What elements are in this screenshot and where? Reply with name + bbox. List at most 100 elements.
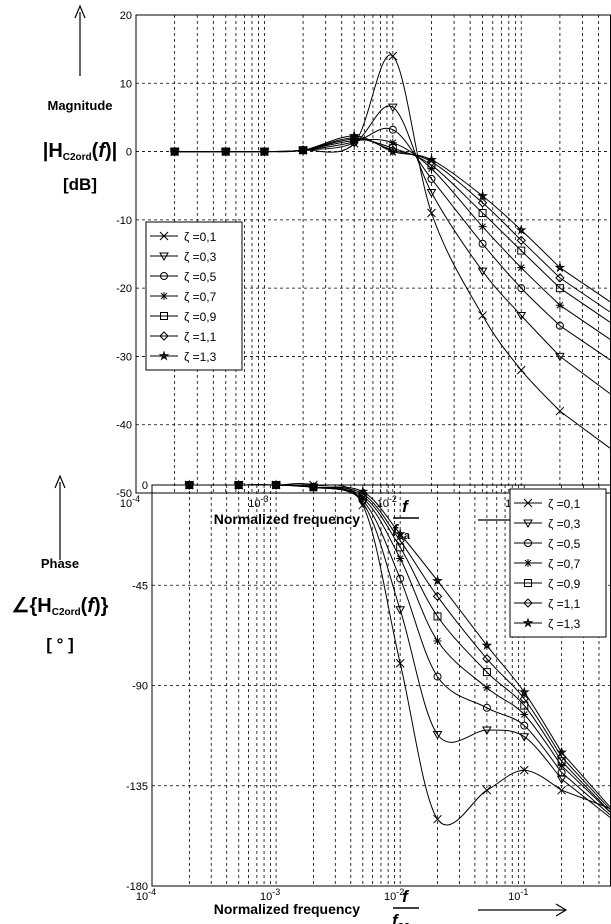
data-point-marker [518, 686, 530, 697]
ylabel-arrow-head [74, 4, 86, 19]
data-point-marker [517, 263, 526, 272]
data-point-marker [348, 130, 360, 141]
y-tick-label: -90 [132, 681, 148, 693]
data-point-marker [270, 479, 282, 490]
legend-marker [158, 350, 170, 361]
data-point-marker [557, 785, 566, 795]
series-7 [169, 130, 611, 303]
ylabel-title: Magnitude [48, 98, 113, 113]
y-tick-label: 0 [142, 480, 148, 492]
data-point-marker [520, 710, 529, 719]
data-point-marker [432, 591, 443, 602]
data-point-marker [520, 721, 529, 730]
x-tick-label: 10-4 [120, 494, 140, 510]
ylabel-unit: [dB] [63, 175, 97, 194]
y-tick-label: -10 [116, 215, 132, 227]
legend-label: ζ =0,1 [184, 230, 217, 244]
legend-marker [159, 231, 169, 241]
data-point-marker [433, 612, 442, 621]
xlabel-frac-num: f [402, 887, 410, 906]
data-point-marker [556, 746, 567, 757]
data-point-marker [515, 224, 527, 235]
data-point-marker [555, 406, 565, 416]
data-point-marker [478, 209, 487, 218]
data-point-marker [478, 239, 487, 248]
y-tick-label: -135 [126, 781, 148, 793]
legend-marker [523, 519, 533, 529]
data-point-marker [387, 145, 399, 157]
legend-label: ζ =0,9 [184, 310, 217, 324]
ylabel-unit: [ ° ] [46, 635, 74, 654]
legend-label: ζ =0,5 [184, 270, 217, 284]
legend-marker [523, 498, 533, 508]
x-tick-label: 10-2 [384, 887, 404, 903]
data-point-marker [432, 731, 443, 740]
data-point-marker [388, 125, 397, 134]
legend-label: ζ =1,1 [184, 330, 217, 344]
data-point-marker [555, 352, 565, 362]
data-point-marker [427, 174, 436, 183]
xlabel-arrow-head [555, 903, 568, 917]
ylabel-function: |HC2ord(f)| [43, 140, 118, 163]
data-point-marker [554, 262, 566, 273]
legend-label: ζ =1,3 [548, 617, 581, 631]
data-point-marker [297, 144, 309, 155]
series-line [174, 135, 611, 303]
legend-marker [524, 539, 532, 547]
legend-label: ζ =0,7 [184, 290, 217, 304]
legend-marker [523, 598, 533, 608]
xlabel-text: Normalized frequency [214, 901, 360, 917]
y-tick-label: 10 [120, 78, 132, 90]
data-point-marker [517, 284, 526, 293]
legend-label: ζ =0,9 [548, 577, 581, 591]
legend-marker [522, 617, 534, 628]
xlabel-frac-den: fsa [392, 911, 411, 924]
data-point-marker [482, 726, 492, 736]
data-point-marker [432, 575, 443, 586]
data-point-marker [308, 481, 319, 492]
legend-marker [159, 331, 169, 341]
data-point-marker [482, 668, 491, 677]
y-tick-label: -180 [126, 881, 148, 893]
data-point-marker [478, 222, 487, 231]
data-point-marker [477, 267, 488, 277]
data-point-marker [519, 694, 529, 704]
data-point-marker [433, 814, 442, 824]
data-point-marker [477, 190, 488, 201]
data-point-marker [185, 481, 194, 489]
data-point-marker [358, 489, 368, 499]
data-point-marker [349, 133, 359, 143]
data-point-marker [169, 145, 181, 157]
legend-marker [160, 272, 168, 280]
data-point-marker [388, 138, 397, 147]
legend-label: ζ =1,1 [548, 597, 581, 611]
data-point-marker [481, 639, 493, 650]
data-point-marker [388, 145, 398, 155]
legend: ζ =0,1 ζ =0,3 ζ =0,5 ζ =0,7 ζ =0,9 ζ =1,1 ζ =1… [509, 488, 607, 638]
data-point-marker [477, 198, 488, 208]
data-point-marker [482, 683, 491, 692]
data-point-marker [259, 145, 270, 157]
legend: ζ =0,1 ζ =0,3 ζ =0,5 ζ =0,7 ζ =0,9 ζ =1,1 ζ =1… [145, 221, 243, 371]
legend-marker [159, 252, 169, 262]
data-point-marker [426, 154, 437, 165]
legend-marker [160, 312, 168, 320]
x-tick-label: 10-3 [248, 494, 268, 510]
legend-label: ζ =0,3 [548, 517, 581, 531]
data-point-marker [520, 701, 529, 710]
legend-label: ζ =0,3 [184, 250, 217, 264]
data-point-marker [482, 654, 492, 664]
data-point-marker [517, 246, 526, 255]
legend-label: ζ =0,5 [548, 537, 581, 551]
data-point-marker [170, 147, 179, 156]
y-tick-label: -40 [116, 420, 132, 432]
data-point-marker [395, 535, 405, 546]
data-point-marker [426, 189, 437, 198]
data-point-marker [427, 208, 436, 218]
data-point-marker [394, 528, 406, 539]
xlabel-frac-num: f [402, 497, 410, 516]
data-point-marker [557, 761, 566, 770]
